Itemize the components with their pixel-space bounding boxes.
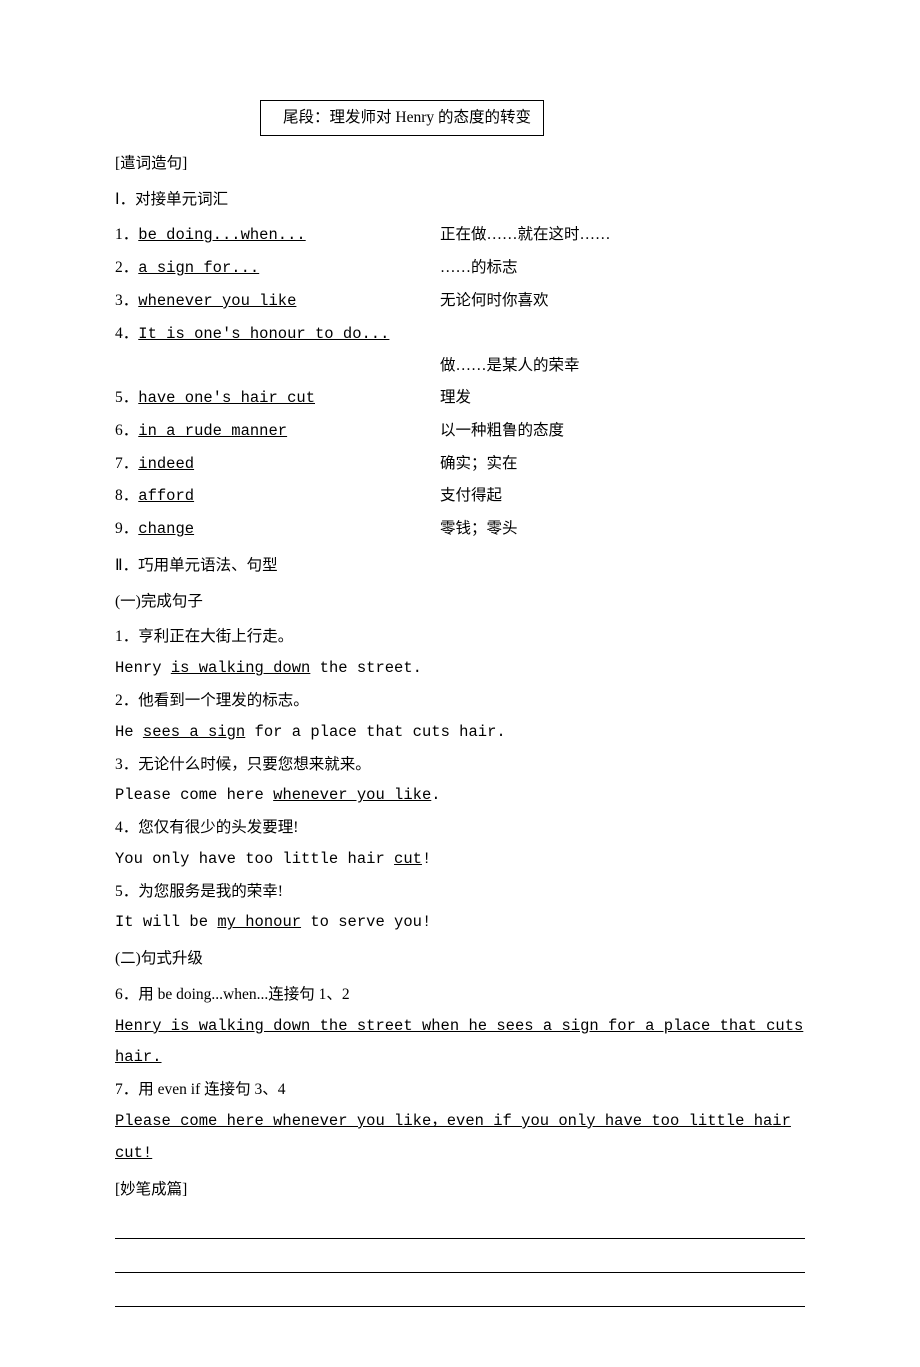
vocab-row: 做……是某人的荣幸 [115,350,805,382]
vocab-zh: 确实；实在 [440,448,805,481]
vocab-row: 2．a sign for... ……的标志 [115,252,805,285]
q5-en: It will be my honour to serve you! [115,907,805,939]
vocab-num: 9． [115,513,138,545]
q6-ans: Henry is walking down the street when he… [115,1011,805,1075]
vocab-en: a sign for... [138,259,259,277]
blank-line [115,1212,805,1239]
q2-en-u: sees a sign [143,723,245,741]
q1-en-a: Henry [115,659,171,677]
vocab-num: 8． [115,480,138,512]
q1-zh: 1．亨利正在大街上行走。 [115,621,805,653]
sentence-upgrade-header: (二)句式升级 [115,943,805,975]
vocab-row: 9．change 零钱；零头 [115,513,805,546]
document-page: 尾段：理发师对 Henry 的态度的转变 [遣词造句] Ⅰ．对接单元词汇 1．b… [0,0,920,1367]
blank-line [115,1280,805,1307]
vocab-zh: ……的标志 [440,252,805,285]
q2-en: He sees a sign for a place that cuts hai… [115,717,805,749]
vocab-zh: 正在做……就在这时…… [440,219,805,252]
vocab-en: have one's hair cut [138,389,315,407]
q1-en-b: the street. [310,659,422,677]
q4-en-a: You only have too little hair [115,850,394,868]
vocab-en: be doing...when... [138,226,305,244]
q4-en: You only have too little hair cut! [115,844,805,876]
q4-en-b: ! [422,850,431,868]
blank-line [115,1246,805,1273]
vocab-en: afford [138,487,194,505]
vocab-zh: 做……是某人的荣幸 [440,350,805,382]
q3-en-u: whenever you like [273,786,431,804]
q6-zh: 6．用 be doing...when...连接句 1、2 [115,979,805,1011]
vocab-en: It is one's honour to do... [138,325,389,343]
q3-zh: 3．无论什么时候，只要您想来就来。 [115,749,805,781]
vocab-num: 4． [115,318,138,350]
q2-en-a: He [115,723,143,741]
q2-en-b: for a place that cuts hair. [245,723,505,741]
vocab-row: 8．afford 支付得起 [115,480,805,513]
section-phrasing: [遣词造句] [115,148,805,180]
q5-en-a: It will be [115,913,217,931]
q5-zh: 5．为您服务是我的荣幸! [115,876,805,908]
vocab-row: 6．in a rude manner 以一种粗鲁的态度 [115,415,805,448]
q5-en-u: my honour [217,913,301,931]
vocab-num: 6． [115,415,138,447]
q2-zh: 2．他看到一个理发的标志。 [115,685,805,717]
q3-en-b: . [431,786,440,804]
q5-en-b: to serve you! [301,913,431,931]
vocab-row: 1．be doing...when... 正在做……就在这时…… [115,219,805,252]
finalize-header: [妙笔成篇] [115,1174,805,1206]
q3-en: Please come here whenever you like. [115,780,805,812]
vocab-en: whenever you like [138,292,296,310]
vocab-row: 5．have one's hair cut 理发 [115,382,805,415]
q3-en-a: Please come here [115,786,273,804]
q1-en-u: is walking down [171,659,311,677]
vocab-header: Ⅰ．对接单元词汇 [115,184,805,216]
q7-ans: Please come here whenever you like，even … [115,1106,805,1170]
vocab-en: change [138,520,194,538]
vocab-zh: 理发 [440,382,805,415]
vocab-num: 1． [115,219,138,251]
q4-zh: 4．您仅有很少的头发要理! [115,812,805,844]
q1-en: Henry is walking down the street. [115,653,805,685]
vocab-zh: 无论何时你喜欢 [440,285,805,318]
vocab-num: 7． [115,448,138,480]
vocab-en: indeed [138,455,194,473]
vocab-row: 7．indeed 确实；实在 [115,448,805,481]
vocab-en: in a rude manner [138,422,287,440]
title-box: 尾段：理发师对 Henry 的态度的转变 [260,100,544,136]
vocab-zh [440,318,805,351]
vocab-num: 3． [115,285,138,317]
vocab-row: 3．whenever you like 无论何时你喜欢 [115,285,805,318]
vocab-zh: 零钱；零头 [440,513,805,546]
grammar-header: Ⅱ．巧用单元语法、句型 [115,550,805,582]
vocab-num: 2． [115,252,138,284]
complete-sentences-header: (一)完成句子 [115,586,805,618]
q7-zh: 7．用 even if 连接句 3、4 [115,1074,805,1106]
vocab-zh: 支付得起 [440,480,805,513]
vocab-row: 4．It is one's honour to do... [115,318,805,351]
vocab-zh: 以一种粗鲁的态度 [440,415,805,448]
q4-en-u: cut [394,850,422,868]
vocab-num: 5． [115,382,138,414]
